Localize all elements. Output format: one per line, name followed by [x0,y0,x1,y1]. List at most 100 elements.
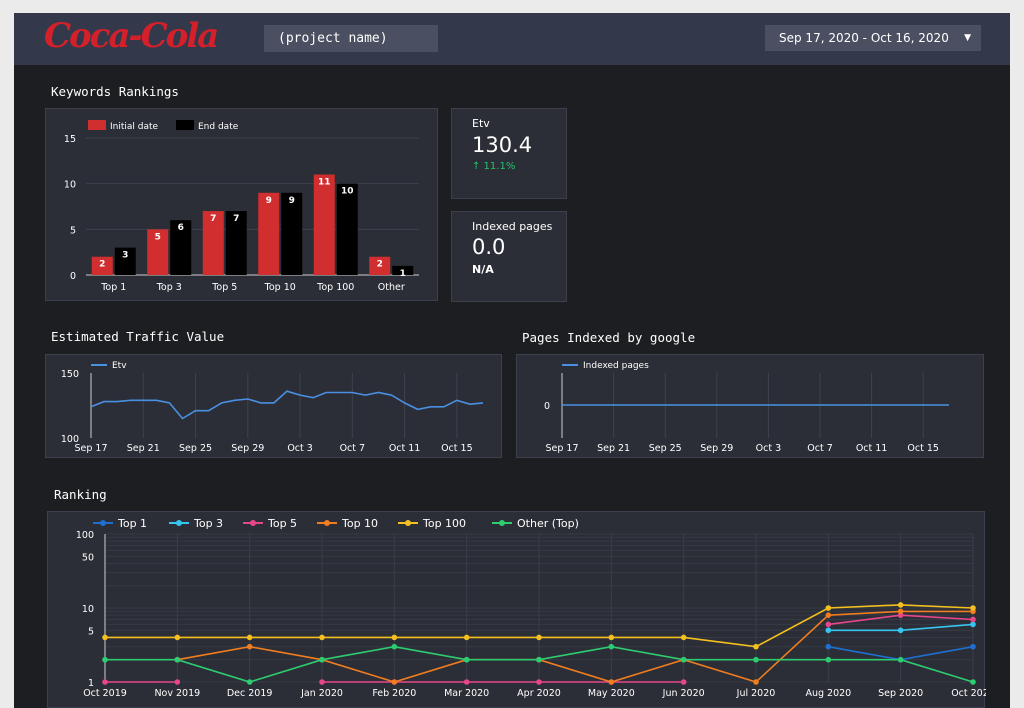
bar [258,192,280,275]
bar-value-label: 5 [155,232,161,242]
data-point-top-10 [825,612,832,618]
legend-swatch [176,120,194,130]
bar-value-label: 2 [99,260,105,270]
data-point-other-top [897,656,904,663]
bar [313,174,335,275]
data-point-top-3 [825,627,832,634]
data-point-top-5 [463,679,470,685]
x-tick-label: Sep 2020 [878,688,923,699]
project-name-field[interactable]: (project name) [264,25,438,52]
bar [202,211,224,275]
etv-line-chart: Sep 17 Sep 21 Sep 25 Sep 29 Oct 3 Oct 7 Oct 11… [61,361,484,454]
x-tick-label: Feb 2020 [372,688,416,699]
bar-value-label: 7 [233,214,239,224]
section-title-traffic: Estimated Traffic Value [51,329,225,344]
indexed-pages-title: Indexed pages [472,220,553,233]
date-range-label: Sep 17, 2020 - Oct 16, 2020 [779,31,949,45]
bar-value-label: 3 [122,251,128,261]
ranking-chart-panel: 1 5 10 50 100 Oct 2019 Nov 2019 Dec 2019 Jan 202… [47,511,995,708]
x-tick-label: Oct 15 [907,443,939,454]
x-tick-label: Oct 11 [389,443,421,454]
y-tick-label: 100 [61,434,79,445]
x-tick-label: Oct 7 [807,443,833,454]
x-tick-label: Sep 21 [597,443,630,454]
traffic-chart-panel: Sep 17 Sep 21 Sep 25 Sep 29 Oct 3 Oct 7 Oct 11… [45,354,502,458]
data-point-top-5 [319,679,325,685]
bar-value-label: 9 [289,196,295,206]
bar [147,229,169,275]
series-line-top-10 [177,610,973,683]
bar [336,183,358,275]
data-point-other-top [463,656,470,663]
data-point-top-3 [970,621,976,628]
data-point-top-3 [897,627,904,634]
data-point-top-100 [246,634,253,641]
x-tick-label: Jan 2020 [300,688,343,699]
dashboard: Coca-Cola (project name) Sep 17, 2020 - … [14,13,1010,708]
x-tick-label: Dec 2019 [227,688,273,699]
data-point-other-top [536,656,542,663]
data-point-top-100 [680,634,687,641]
legend-label: Top 100 [422,517,466,530]
data-point-other-top [680,656,687,663]
x-tick-label: Jun 2020 [662,688,705,699]
bar-value-label: 6 [178,223,184,233]
data-point-other-top [753,656,759,663]
bar [369,256,391,275]
etv-value: 130.4 [472,133,533,157]
y-tick-label: 15 [64,134,76,145]
data-point-top-100 [608,634,615,641]
legend-marker [499,520,505,526]
x-tick-label: Sep 25 [179,443,212,454]
y-tick-label: 0 [544,401,550,412]
legend-label: Initial date [110,122,159,132]
etv-scorecard: Etv 130.4 ↑ 11.1% [451,108,567,199]
keywords-bar-chart: 0 5 10 15 2 3 Top 1 5 6 Top 3 7 7 Top 5 9 9 Top 10 11 10 T… [64,120,419,293]
date-range-picker[interactable]: Sep 17, 2020 - Oct 16, 2020 ▼ [765,25,981,51]
data-point-top-1 [970,643,976,650]
legend-swatch [88,120,106,130]
indexed-pages-scorecard: Indexed pages 0.0 N/A [451,211,567,302]
x-tick-label: Oct 3 [756,443,782,454]
chevron-down-icon[interactable]: ▼ [964,33,971,43]
y-tick-label: 10 [82,604,94,615]
data-point-top-5 [536,679,542,685]
x-tick-label: Oct 15 [441,443,473,454]
data-point-top-5 [174,679,181,685]
bar-value-label: 10 [341,187,354,197]
legend-marker [100,520,106,526]
section-title-keywords: Keywords Rankings [51,84,179,99]
y-tick-label: 150 [61,369,79,380]
x-tick-label: May 2020 [588,688,635,699]
x-tick-label: Jul 2020 [736,688,776,699]
legend-label: Top 1 [117,517,147,530]
x-tick-label: Other [378,282,405,293]
indexed-pages-sub: N/A [472,263,494,276]
x-tick-label: Top 1 [100,282,126,293]
legend-label: Top 5 [267,517,297,530]
data-point-other-top [970,679,976,685]
bar [114,247,136,275]
bar [225,211,247,275]
data-point-top-5 [680,679,687,685]
y-tick-label: 50 [82,552,94,563]
y-tick-label: 10 [64,180,76,191]
data-point-other-top [608,643,615,650]
x-tick-label: Sep 17 [545,443,578,454]
legend-marker [250,520,256,526]
x-tick-label: Mar 2020 [444,688,489,699]
data-point-top-100 [825,605,832,611]
data-point-top-10 [391,679,398,685]
data-point-top-10 [753,679,759,685]
legend-label: Indexed pages [583,361,649,371]
keywords-chart-panel: 0 5 10 15 2 3 Top 1 5 6 Top 3 7 7 Top 5 9 9 Top 10 11 10 T… [45,108,438,301]
ranking-line-chart: 1 5 10 50 100 Oct 2019 Nov 2019 Dec 2019 Jan 202… [76,517,995,699]
indexed-pages-value: 0.0 [472,235,506,259]
y-tick-label: 5 [88,626,94,637]
data-point-top-100 [391,634,398,641]
bar-value-label: 11 [318,178,331,188]
x-tick-label: Top 100 [316,282,354,293]
legend-label: Etv [112,361,127,371]
x-tick-label: Top 10 [264,282,296,293]
bar-value-label: 9 [266,196,272,206]
